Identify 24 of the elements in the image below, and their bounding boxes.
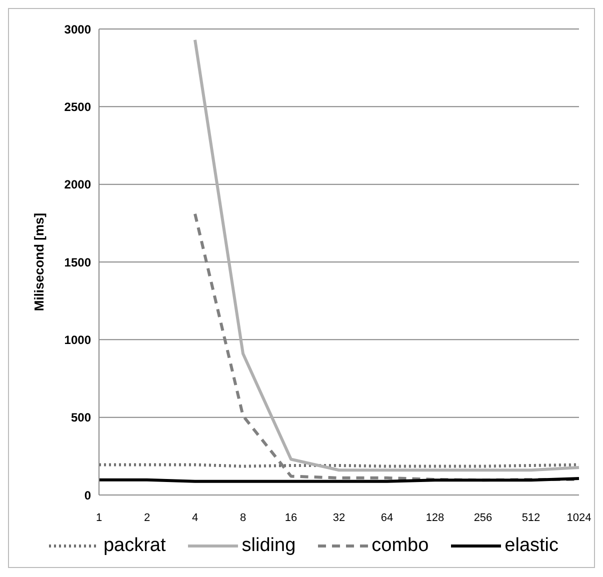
legend-label: packrat: [102, 535, 166, 557]
x-tick-label: 2: [144, 512, 150, 524]
y-tick-label: 3000: [64, 22, 92, 36]
x-tick-label: 8: [240, 512, 246, 524]
y-tick-label: 2000: [64, 178, 92, 192]
x-tick-label: 128: [426, 512, 444, 524]
legend-label: combo: [370, 535, 429, 557]
x-tick-label: 1024: [566, 512, 592, 524]
x-tick-label: 1: [96, 512, 102, 524]
legend-label: sliding: [240, 535, 296, 557]
y-tick-label: 1000: [64, 332, 92, 347]
y-tick-label: 1500: [64, 255, 92, 270]
x-tick-label: 32: [332, 512, 346, 524]
y-axis-title: Milisecond [ms]: [32, 212, 47, 312]
x-tick-label: 64: [380, 512, 394, 524]
x-tick-label: 4: [192, 512, 198, 524]
y-tick-label: 500: [70, 410, 92, 425]
legend-label: elastic: [504, 535, 559, 557]
line-series: [194, 38, 580, 472]
x-tick-label: 16: [284, 512, 298, 524]
x-tick-label: 512: [522, 512, 540, 524]
x-tick-label: 256: [474, 512, 492, 524]
y-tick-label: 2500: [64, 100, 92, 114]
y-tick-label: 0: [84, 488, 92, 502]
